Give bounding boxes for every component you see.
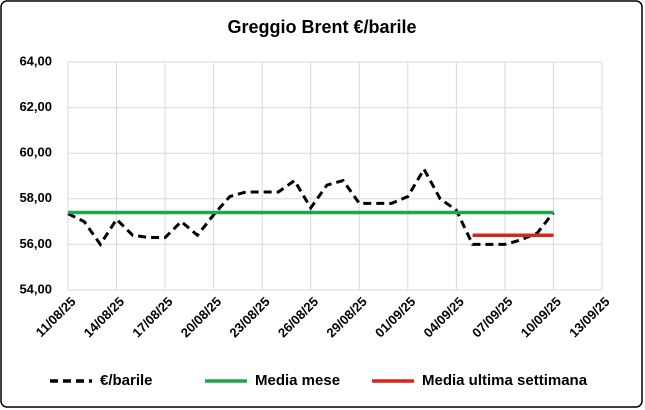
y-tick-label: 62,00 xyxy=(19,99,52,114)
y-tick-label: 58,00 xyxy=(19,190,52,205)
legend-label: Media ultima settimana xyxy=(422,372,588,389)
legend-label: €/barile xyxy=(100,372,153,389)
y-tick-label: 64,00 xyxy=(19,53,52,68)
legend-label: Media mese xyxy=(255,372,340,389)
y-tick-label: 54,00 xyxy=(19,281,52,296)
chart-title: Greggio Brent €/barile xyxy=(227,17,416,37)
series-line xyxy=(67,166,555,248)
y-tick-label: 56,00 xyxy=(19,236,52,251)
y-tick-label: 60,00 xyxy=(19,145,52,160)
